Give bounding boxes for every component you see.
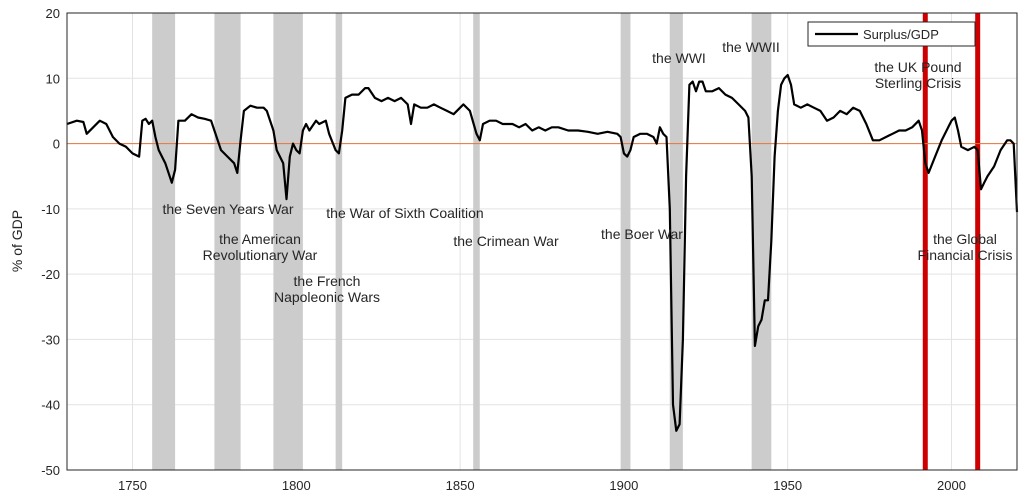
war-period [152, 13, 176, 470]
y-tick-label: -40 [41, 398, 60, 413]
annotation: the American [219, 231, 301, 247]
war-period [273, 13, 303, 470]
annotation: Revolutionary War [203, 247, 318, 263]
annotation: the French [294, 273, 361, 289]
y-tick-label: -30 [41, 332, 60, 347]
x-tick-label: 1750 [118, 478, 147, 493]
annotation: the WWI [652, 50, 706, 66]
x-tick-label: 1800 [282, 478, 311, 493]
x-tick-label: 1850 [446, 478, 475, 493]
y-tick-label: -50 [41, 463, 60, 478]
annotation: Financial Crisis [918, 247, 1013, 263]
y-tick-label: 10 [46, 71, 60, 86]
axes-box [66, 12, 1018, 471]
war-period [214, 13, 241, 470]
war-period [335, 13, 343, 470]
annotation: the Boer War [601, 226, 683, 242]
y-tick-label: -10 [41, 202, 60, 217]
x-tick-label: 2000 [937, 478, 966, 493]
y-axis-label: % of GDP [9, 210, 25, 272]
annotation: the WWII [722, 39, 780, 55]
data-line [66, 73, 1019, 432]
y-tick-label: 20 [46, 6, 60, 21]
annotation: Napoleonic Wars [274, 289, 380, 305]
war-period [751, 13, 772, 470]
legend-label: Surplus/GDP [863, 27, 939, 42]
x-tick-label: 1950 [773, 478, 802, 493]
annotation: the War of Sixth Coalition [326, 205, 483, 221]
annotation: the Seven Years War [162, 201, 293, 217]
annotation: the Crimean War [453, 233, 559, 249]
war-period [620, 13, 631, 470]
x-tick-label: 1900 [609, 478, 638, 493]
annotation: the UK Pound [874, 59, 961, 75]
y-tick-label: 0 [53, 137, 60, 152]
war-period [473, 13, 480, 470]
annotation: Sterling Crisis [875, 75, 961, 91]
y-tick-label: -20 [41, 267, 60, 282]
annotation: the Global [933, 231, 997, 247]
